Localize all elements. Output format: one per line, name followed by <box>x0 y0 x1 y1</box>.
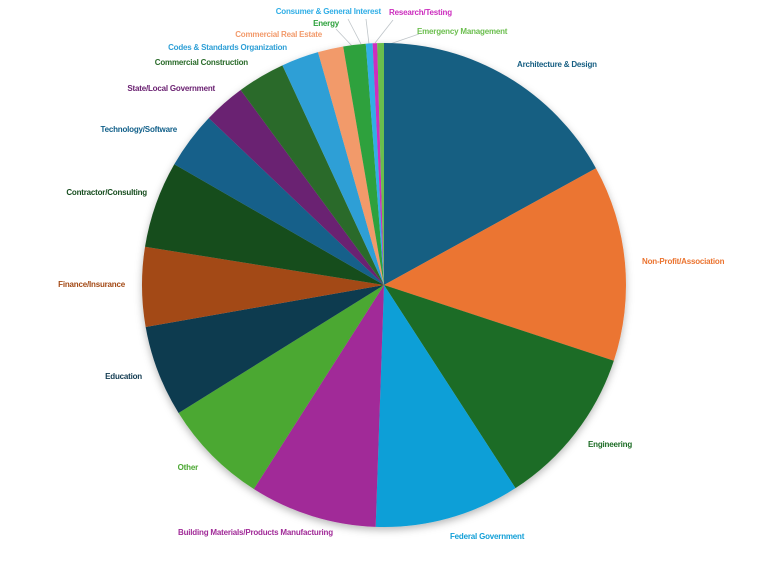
slice-label-architecture-design: Architecture & Design <box>517 60 597 69</box>
slice-label-state-local-government: State/Local Government <box>127 84 215 93</box>
pie-slice-research-testing <box>372 43 384 285</box>
leader-line-3 <box>335 28 354 48</box>
slice-label-commercial-construction: Commercial Construction <box>155 58 249 67</box>
pie-slice-education <box>145 285 384 413</box>
pie-slice-commercial-construction <box>240 65 384 285</box>
slice-label-research-testing: Research/Testing <box>389 8 452 17</box>
pie-slice-codes-standards-organization <box>282 52 384 285</box>
pie-slice-architecture-design <box>384 43 596 285</box>
pie-slice-other <box>178 285 384 489</box>
pie-slice-federal-government <box>375 285 516 528</box>
pie-slices <box>141 43 626 528</box>
slice-label-education: Education <box>105 372 142 381</box>
leader-lines <box>335 18 420 48</box>
pie-slice-emergency-management <box>377 43 384 285</box>
pie-slice-technology-software <box>174 118 384 285</box>
pie-slice-building-materials-products-manufacturing <box>253 285 384 527</box>
pie-slice-contractor-consulting <box>145 164 384 285</box>
pie-slice-consumer-general-interest <box>365 43 384 285</box>
slice-label-contractor-consulting: Contractor/Consulting <box>66 188 147 197</box>
slice-label-commercial-real-estate: Commercial Real Estate <box>235 30 323 39</box>
leader-line-0 <box>347 18 362 45</box>
slice-label-building-materials-products-manufacturing: Building Materials/Products Manufacturin… <box>178 528 333 537</box>
pie-slice-non-profit-association <box>384 168 626 361</box>
pie-slice-state-local-government <box>208 90 384 286</box>
slice-label-emergency-management: Emergency Management <box>417 27 508 36</box>
slice-label-technology-software: Technology/Software <box>100 125 177 134</box>
pie-slice-energy <box>343 43 384 285</box>
pie-slice-finance-insurance <box>141 246 384 327</box>
pie-slice-engineering <box>384 285 614 489</box>
slice-label-engineering: Engineering <box>588 440 632 449</box>
leader-line-2 <box>374 19 394 44</box>
slice-label-codes-standards-organization: Codes & Standards Organization <box>168 43 287 52</box>
leader-line-1 <box>365 18 370 45</box>
slice-label-energy: Energy <box>313 19 340 28</box>
slice-labels: Architecture & Design Non-Profit/Associat… <box>58 7 725 541</box>
slice-label-finance-insurance: Finance/Insurance <box>58 280 126 289</box>
slice-label-non-profit-association: Non-Profit/Association <box>642 257 725 266</box>
slice-label-consumer-general-interest: Consumer & General Interest <box>276 7 382 16</box>
pie-slice-commercial-real-estate <box>318 46 384 285</box>
slice-label-other: Other <box>178 463 198 472</box>
slice-label-federal-government: Federal Government <box>450 532 525 541</box>
